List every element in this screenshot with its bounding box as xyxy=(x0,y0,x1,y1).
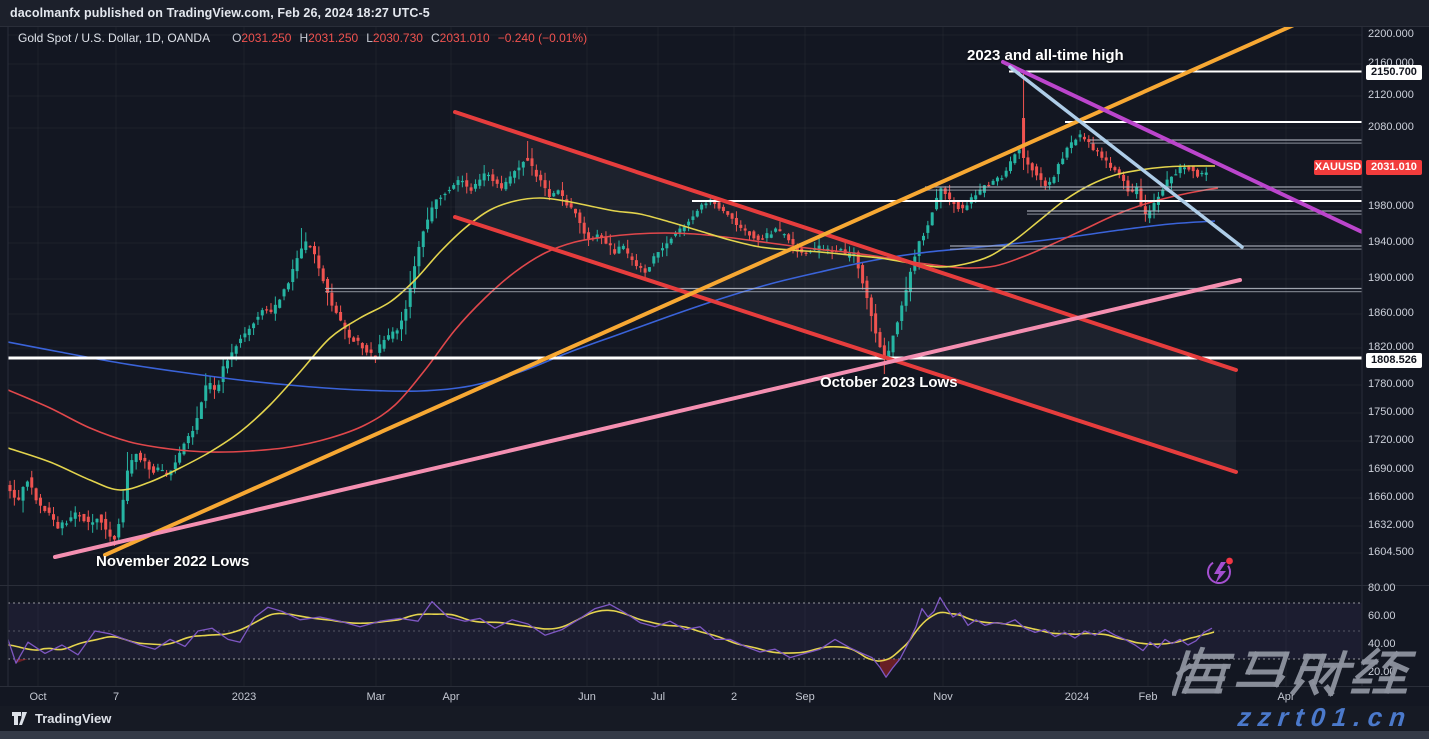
watermark-glyph-jing xyxy=(1350,647,1417,694)
price-tick: 2080.000 xyxy=(1368,121,1414,133)
ohlc-value: 2031.250 xyxy=(241,31,292,45)
time-tick: Sep xyxy=(795,691,815,703)
price-tick: 1660.000 xyxy=(1368,491,1414,503)
price-tick: 80.00 xyxy=(1368,582,1396,594)
watermark-glyph-hai xyxy=(1172,646,1235,697)
descending-trendline-purple[interactable] xyxy=(1001,60,1362,234)
time-tick: 2023 xyxy=(231,691,257,703)
watermark-glyph-ma xyxy=(1235,651,1290,688)
time-tick: Mar xyxy=(366,691,386,703)
ma-yellow-line xyxy=(8,165,1216,491)
tradingview-logo-icon xyxy=(12,712,27,725)
annotation-nov[interactable]: November 2022 Lows xyxy=(96,553,250,570)
ohlc-key: H xyxy=(299,31,309,45)
price-tick: 60.00 xyxy=(1368,610,1396,622)
ohlc-value: 2031.250 xyxy=(308,31,359,45)
rsi-ma-yellow-line xyxy=(8,609,1215,662)
price-tick: 1690.000 xyxy=(1368,463,1414,475)
rsi-line xyxy=(8,596,1213,678)
ascending-trendline-pink[interactable] xyxy=(53,278,1242,559)
ohlc-key: C xyxy=(430,31,440,45)
time-tick: 2024 xyxy=(1064,691,1090,703)
channel-lower-line[interactable] xyxy=(453,215,1238,474)
price-tick: 1604.500 xyxy=(1368,546,1414,558)
price-tick: 2200.000 xyxy=(1368,28,1414,40)
time-tick: Apr xyxy=(442,691,460,703)
footer-bar: TradingView xyxy=(0,706,1429,731)
time-tick: 7 xyxy=(112,691,120,703)
time-tick: Feb xyxy=(1138,691,1158,703)
price-tick: 40.00 xyxy=(1368,638,1396,650)
level-price-badge: 2150.700 xyxy=(1366,64,1422,80)
annotation-ath[interactable]: 2023 and all-time high xyxy=(967,47,1124,64)
tradingview-logo[interactable]: TradingView xyxy=(12,711,111,726)
time-tick: Oct xyxy=(29,691,47,703)
ohlc-value: 2031.010 xyxy=(439,31,490,45)
ohlc-key: L xyxy=(366,31,373,45)
bottom-strip xyxy=(0,731,1429,739)
ma-red-line xyxy=(8,187,1219,453)
price-tick: 1780.000 xyxy=(1368,378,1414,390)
watermark-glyph-cai xyxy=(1289,650,1355,697)
price-tick: 1720.000 xyxy=(1368,434,1414,446)
tradingview-logo-text: TradingView xyxy=(35,711,112,726)
rsi-oversold-fill xyxy=(880,659,900,678)
time-tick: Jul xyxy=(650,691,666,703)
rsi-pane[interactable] xyxy=(8,586,1362,686)
price-tick: 1820.000 xyxy=(1368,341,1414,353)
change-value: −0.240 (−0.01%) xyxy=(497,31,588,45)
time-tick: Jun xyxy=(578,691,596,703)
price-tick: 1980.000 xyxy=(1368,200,1414,212)
ohlc-value: 2030.730 xyxy=(372,31,423,45)
ohlc-values: O2031.250 H2031.250 L2030.730 C2031.010 −0.2… xyxy=(224,31,587,45)
channel-upper-line[interactable] xyxy=(453,110,1238,372)
price-tick: 20.00 xyxy=(1368,666,1396,678)
price-pane[interactable] xyxy=(8,20,1362,585)
ascending-trendline-orange[interactable] xyxy=(103,20,1305,557)
ma-blue-line xyxy=(8,220,1216,393)
watermark-cjk xyxy=(1172,646,1417,697)
descending-trendline-lightblue[interactable] xyxy=(1008,65,1244,249)
published-text: dacolmanfx published on TradingView.com,… xyxy=(10,6,430,20)
price-tick: 1750.000 xyxy=(1368,406,1414,418)
candlesticks xyxy=(8,74,1208,546)
price-tick: 1900.000 xyxy=(1368,272,1414,284)
price-tick: 1940.000 xyxy=(1368,236,1414,248)
watermark-domain: zzrt01.cn xyxy=(1236,702,1414,732)
published-bar: dacolmanfx published on TradingView.com,… xyxy=(0,0,1429,27)
time-tick: 2 xyxy=(730,691,738,703)
rsi-band xyxy=(8,603,1362,659)
price-tick: 2120.000 xyxy=(1368,89,1414,101)
time-tick: Apr xyxy=(1277,691,1295,703)
rsi-oversold-fill xyxy=(16,659,28,664)
lightning-ideas-icon[interactable] xyxy=(1204,557,1235,588)
ohlc-key: O xyxy=(232,31,242,45)
level-price-badge: 1808.526 xyxy=(1366,352,1422,368)
symbol-legend[interactable]: Gold Spot / U.S. Dollar, 1D, OANDA O2031.… xyxy=(18,31,587,45)
symbol-title[interactable]: Gold Spot / U.S. Dollar, 1D, OANDA xyxy=(18,31,211,45)
price-tick: 1632.000 xyxy=(1368,519,1414,531)
price-tick: 1860.000 xyxy=(1368,307,1414,319)
time-tick: Nov xyxy=(933,691,953,703)
symbol-badge: XAUUSD xyxy=(1314,159,1362,175)
last-price-badge: 2031.010 xyxy=(1366,159,1422,175)
annotation-oct[interactable]: October 2023 Lows xyxy=(820,374,958,391)
